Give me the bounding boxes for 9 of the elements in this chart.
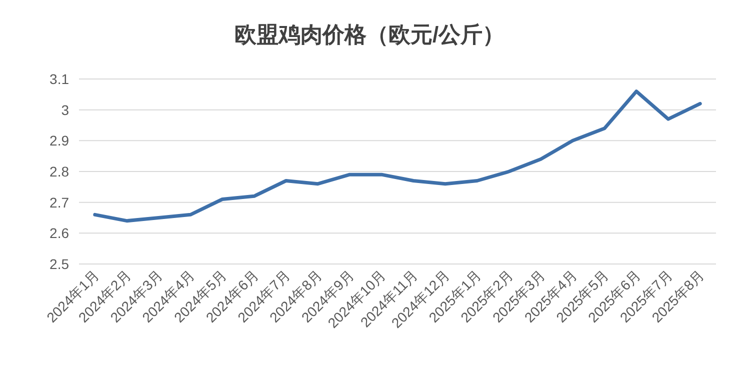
y-tick-label: 2.6 [50,225,70,242]
chart-title: 欧盟鸡肉价格（欧元/公斤） [234,22,505,47]
y-tick-label: 2.8 [50,164,70,180]
y-tick-label: 2.9 [50,132,70,149]
y-tick-label: 3.1 [50,71,70,87]
y-tick-label: 3 [61,102,70,118]
y-tick-label: 2.5 [50,256,70,272]
line-series [93,90,702,223]
y-tick-label: 2.7 [50,194,70,210]
